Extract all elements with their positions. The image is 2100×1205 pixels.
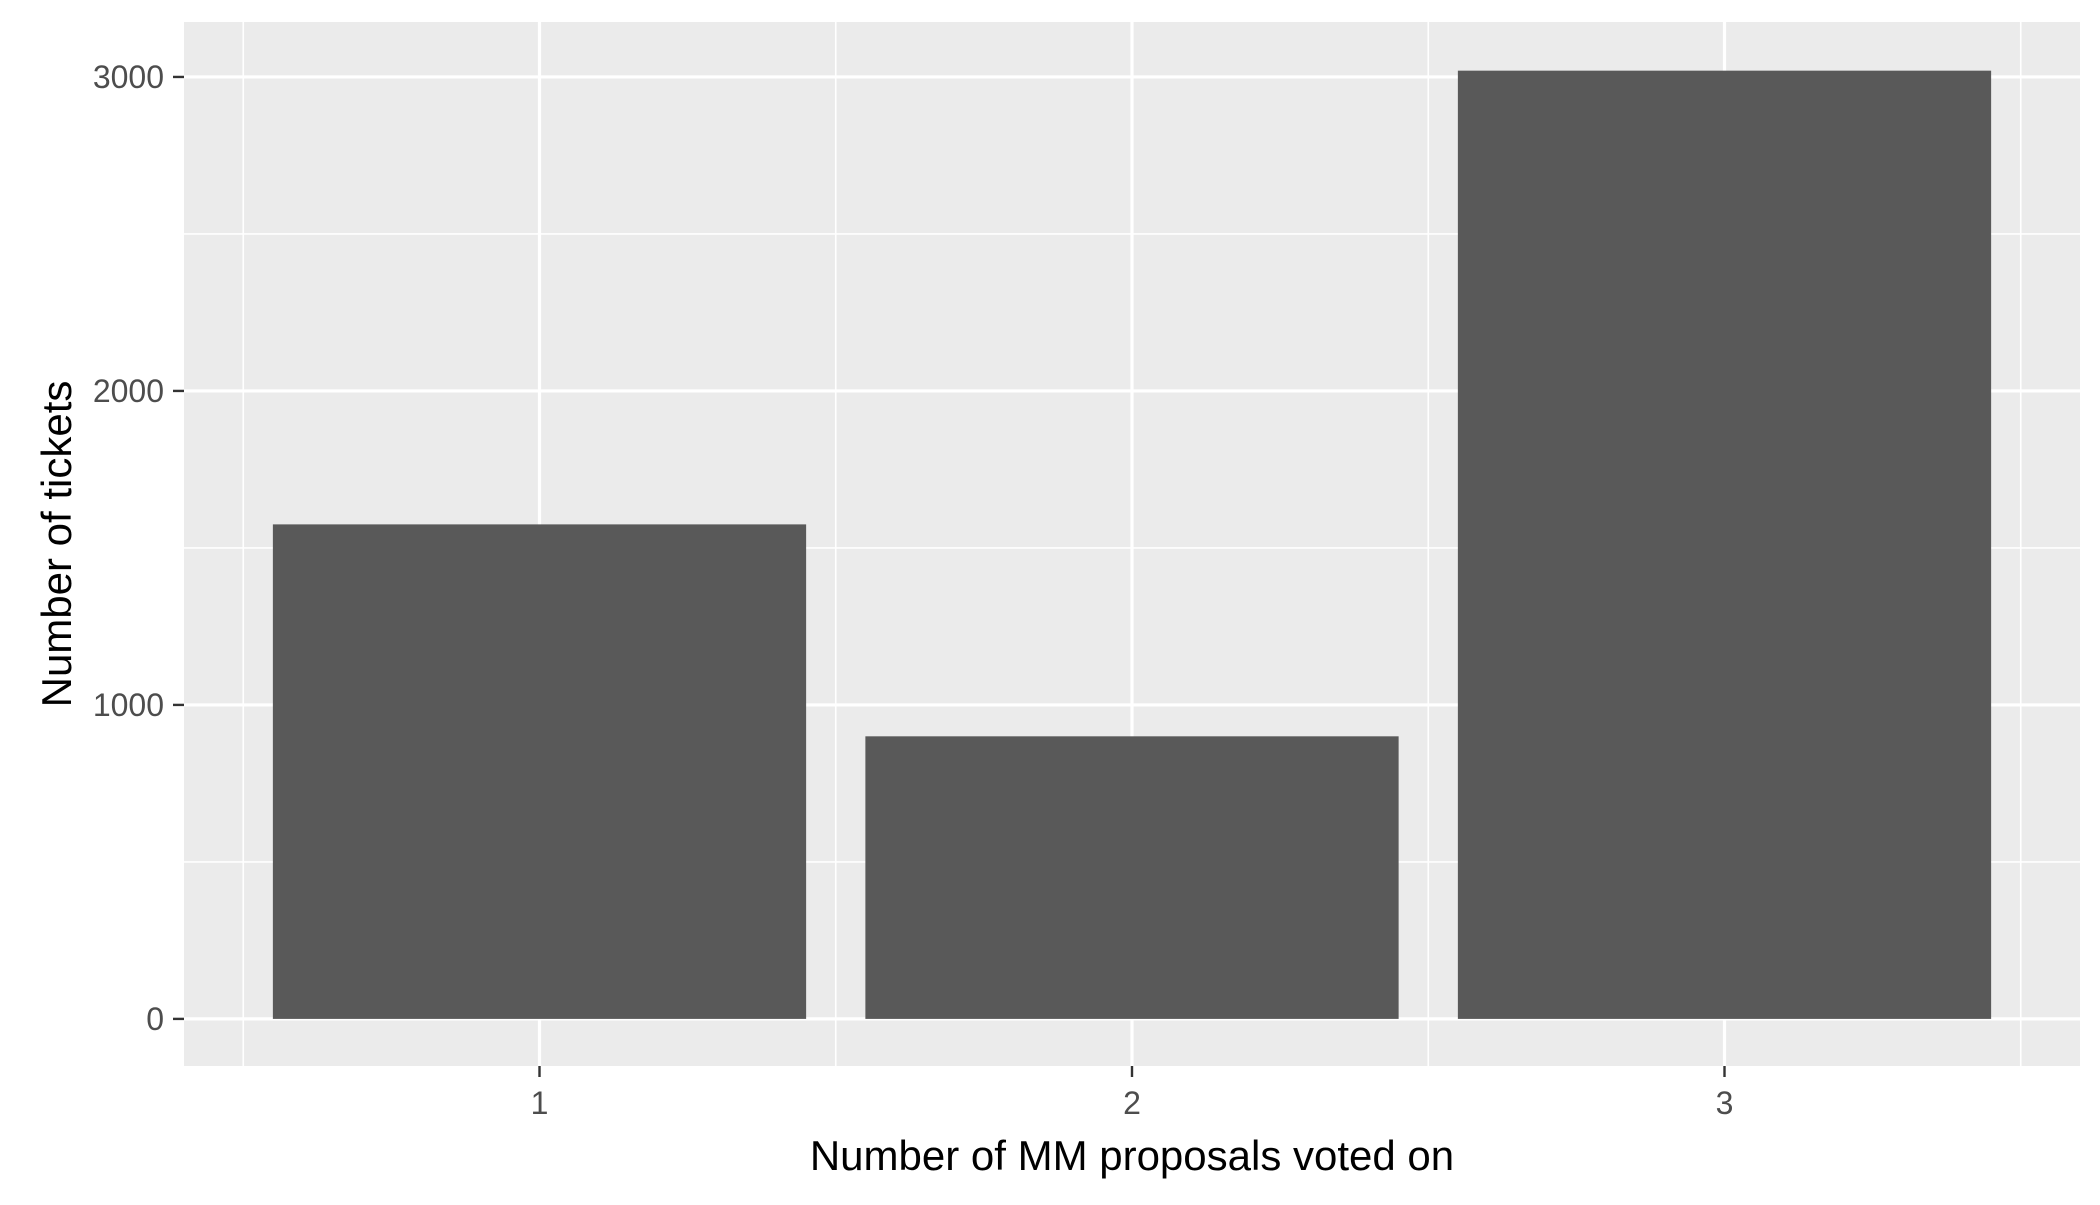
x-tick-label: 2 — [1123, 1085, 1141, 1121]
bar-1 — [272, 524, 807, 1019]
bars — [272, 70, 1992, 1019]
x-axis-title: Number of MM proposals voted on — [810, 1132, 1454, 1179]
x-tick-label: 3 — [1716, 1085, 1734, 1121]
bar-3 — [1457, 70, 1992, 1019]
y-axis-title: Number of tickets — [33, 381, 80, 708]
x-tick-label: 1 — [531, 1085, 549, 1121]
y-tick-label: 0 — [146, 1001, 164, 1037]
y-tick-label: 1000 — [93, 687, 164, 723]
x-axis: 1 2 3 — [531, 1066, 1734, 1121]
y-axis: 0 1000 2000 3000 — [93, 59, 184, 1037]
bar-2 — [865, 736, 1399, 1019]
y-tick-label: 2000 — [93, 373, 164, 409]
y-tick-label: 3000 — [93, 59, 164, 95]
